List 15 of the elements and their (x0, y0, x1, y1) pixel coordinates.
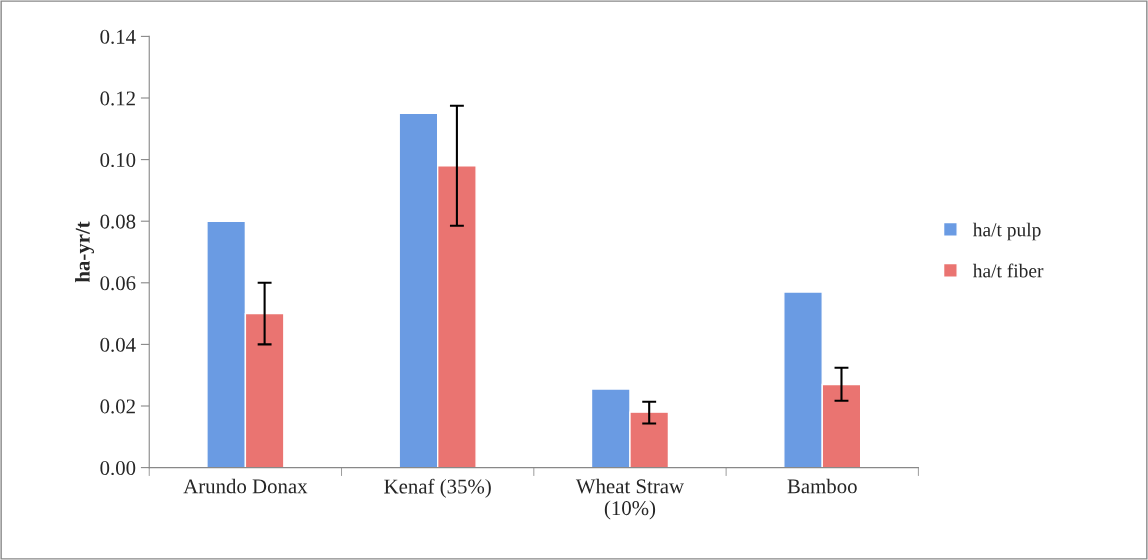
x-tick-label: Wheat Straw (10%) (575, 478, 684, 520)
x-tick-label: Kenaf (35%) (384, 478, 491, 498)
y-tick-label: 0.06 (100, 276, 136, 291)
legend-label: ha/t pulp (972, 222, 1041, 241)
x-tick-label: Bamboo (787, 478, 857, 494)
y-tick-label: 0.08 (100, 214, 136, 229)
y-tick-label: 0.00 (100, 460, 136, 476)
x-tick-label: Arundo Donax (183, 478, 308, 494)
y-tick-label: 0.02 (100, 399, 135, 414)
y-axis-title: ha-yr/t (75, 221, 95, 283)
y-tick-label: 0.12 (100, 91, 135, 106)
y-tick-label: 0.10 (100, 152, 136, 168)
y-tick-label: 0.04 (100, 337, 136, 352)
legend-label: ha/t fiber (972, 263, 1044, 278)
y-tick-label: 0.14 (100, 29, 136, 44)
